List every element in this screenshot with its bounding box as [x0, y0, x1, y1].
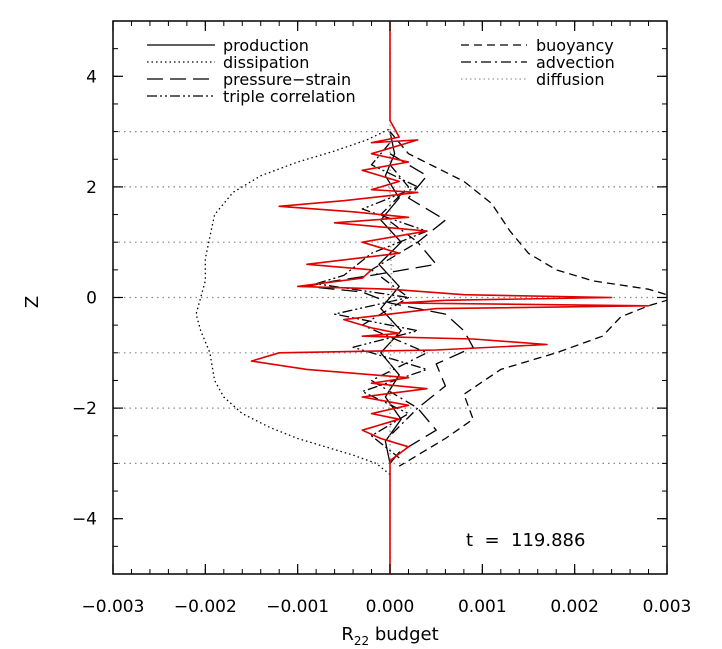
y-axis-label: Z [22, 296, 43, 308]
x-tick-label: 0.003 [643, 597, 692, 617]
legend-label-dissipation: dissipation [223, 53, 309, 72]
y-tick-label: −4 [72, 510, 97, 530]
x-tick-label: 0.002 [550, 597, 599, 617]
x-tick-label: 0.001 [458, 597, 507, 617]
legend-label-advection: advection [536, 53, 615, 72]
series-buoyancy [389, 131, 667, 467]
legend-label-pressure-strain: pressure−strain [223, 70, 351, 89]
x-axis-label-sub: 22 [354, 634, 369, 648]
x-axis-label: R22 budget [341, 624, 438, 648]
y-tick-label: −2 [72, 399, 97, 419]
series-triple-correlation [315, 142, 428, 459]
x-tick-label: −0.002 [174, 597, 237, 617]
series-dissipation [195, 128, 391, 476]
y-tick-label: 0 [86, 289, 97, 309]
ticks-layer: −0.003 −0.002 −0.001 0.000 0.001 0.002 0.003 −4… [72, 20, 692, 617]
y-tick-label: 4 [86, 67, 97, 87]
x-axis-label-main: R [341, 624, 354, 645]
legend-label-diffusion: diffusion [536, 70, 604, 89]
series-diffusion [389, 21, 393, 574]
legend-label-buoyancy: buoyancy [536, 36, 614, 55]
legend-label-triple-correlation: triple correlation [223, 87, 356, 106]
x-tick-label: −0.003 [82, 597, 145, 617]
legend: productiondissipationpressure−straintrip… [147, 36, 615, 106]
y-tick-label: 2 [86, 178, 97, 198]
series-advection [361, 164, 428, 437]
x-axis-label-suffix: budget [369, 624, 439, 645]
series-total-red [250, 21, 650, 574]
series-layer [195, 21, 667, 574]
legend-label-production: production [223, 36, 309, 55]
x-tick-label: −0.001 [266, 597, 329, 617]
x-tick-label: 0.000 [366, 597, 415, 617]
time-annotation: t = 119.886 [466, 530, 585, 551]
series-pressure-strain [306, 153, 474, 464]
